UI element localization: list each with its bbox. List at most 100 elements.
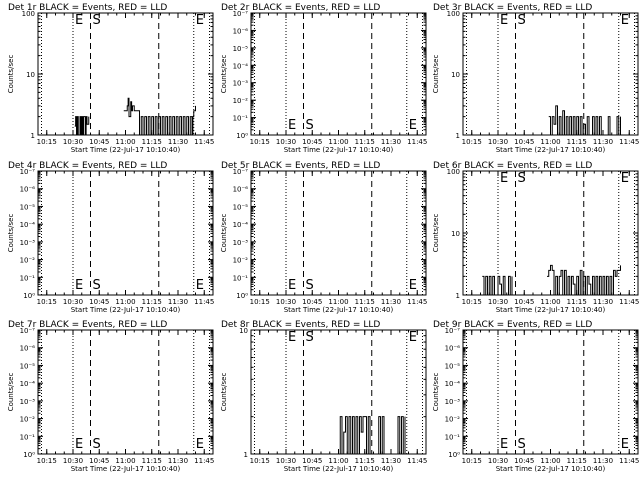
y-tick-label: 1	[244, 451, 248, 459]
y-tick-label: 10⁰	[23, 292, 35, 300]
event-marker: E	[409, 330, 417, 345]
panel-5: Det 5r BLACK = Events, RED = LLD Counts/s…	[220, 161, 427, 314]
x-axis-label: Start Time (22-Jul-17 10:10:40)	[284, 465, 394, 473]
panel-7: Det 7r BLACK = Events, RED = LLD Counts/s…	[7, 320, 214, 473]
x-tick-label: 11:45	[194, 298, 214, 306]
y-axis-label: Counts/sec	[220, 214, 228, 253]
y-axis-label: Counts/sec	[7, 214, 15, 253]
x-tick-label: 10:15	[462, 138, 482, 146]
y-tick-label: 10⁻⁶	[445, 345, 461, 353]
panel-title: Det 3r BLACK = Events, RED = LLD	[433, 3, 592, 13]
panel-1: Det 1r BLACK = Events, RED = LLD Counts/s…	[7, 3, 214, 154]
x-tick-label: 11:30	[593, 298, 613, 306]
plot-frame	[37, 170, 214, 296]
panel-title: Det 8r BLACK = Events, RED = LLD	[221, 320, 380, 330]
x-tick-label: 11:45	[619, 457, 639, 465]
event-marker: S	[306, 330, 314, 345]
x-tick-label: 11:30	[593, 138, 613, 146]
panel-8: Det 8r BLACK = Events, RED = LLD Counts/s…	[220, 320, 427, 473]
panel-title: Det 4r BLACK = Events, RED = LLD	[8, 161, 167, 171]
event-marker: E	[196, 437, 204, 452]
x-tick-label: 10:45	[514, 138, 534, 146]
x-tick-label: 11:30	[381, 138, 401, 146]
y-tick-label: 10⁻⁴	[233, 221, 249, 229]
x-tick-label: 11:00	[328, 457, 348, 465]
series-line	[74, 116, 90, 136]
x-tick-label: 11:30	[381, 457, 401, 465]
y-tick-label: 10⁻¹	[233, 115, 249, 123]
x-tick-label: 11:45	[194, 457, 214, 465]
x-tick-label: 11:45	[407, 457, 427, 465]
y-tick-label: 10⁻⁴	[233, 62, 249, 70]
x-tick-label: 10:30	[276, 298, 296, 306]
y-tick-label: 100	[447, 10, 460, 18]
x-axis-label: Start Time (22-Jul-17 10:10:40)	[71, 465, 181, 473]
event-marker: E	[500, 13, 508, 28]
x-axis-label: Start Time (22-Jul-17 10:10:40)	[496, 146, 606, 154]
event-marker: E	[621, 13, 629, 28]
x-tick-label: 10:15	[250, 138, 270, 146]
y-tick-label: 10⁻⁵	[233, 203, 249, 211]
event-marker: E	[621, 171, 629, 186]
plot-frame	[250, 12, 427, 136]
x-tick-label: 11:00	[540, 138, 560, 146]
y-tick-label: 10⁻⁴	[20, 221, 36, 229]
panel-title: Det 1r BLACK = Events, RED = LLD	[8, 3, 167, 13]
panel-title: Det 9r BLACK = Events, RED = LLD	[433, 320, 592, 330]
y-tick-label: 10⁻⁶	[20, 186, 36, 194]
x-tick-label: 10:30	[63, 138, 83, 146]
y-tick-label: 10⁻²	[233, 257, 249, 265]
y-tick-label: 10⁻¹	[20, 433, 36, 441]
y-tick-label: 10⁻⁵	[20, 362, 36, 370]
panel-2: Det 2r BLACK = Events, RED = LLD Counts/s…	[220, 3, 427, 154]
y-tick-label: 10	[239, 327, 248, 335]
y-axis-label: Counts/sec	[7, 373, 15, 412]
x-axis-label: Start Time (22-Jul-17 10:10:40)	[284, 306, 394, 314]
y-tick-label: 10⁻⁵	[445, 362, 461, 370]
y-tick-label: 10⁰	[236, 292, 248, 300]
x-tick-label: 11:30	[168, 138, 188, 146]
y-tick-label: 10⁻²	[233, 97, 249, 105]
event-marker: E	[75, 278, 83, 293]
plot-frame	[250, 170, 427, 296]
x-tick-label: 10:15	[250, 298, 270, 306]
x-axis-label: Start Time (22-Jul-17 10:10:40)	[284, 146, 394, 154]
x-tick-label: 10:15	[37, 457, 57, 465]
y-tick-label: 10⁻⁶	[233, 186, 249, 194]
x-tick-label: 11:45	[619, 138, 639, 146]
event-marker: S	[518, 13, 526, 28]
y-tick-label: 10⁻¹	[20, 274, 36, 282]
x-tick-label: 10:15	[37, 298, 57, 306]
event-marker: S	[93, 278, 101, 293]
y-tick-label: 10⁻²	[445, 416, 461, 424]
y-tick-label: 1	[456, 292, 460, 300]
x-tick-label: 10:45	[89, 298, 109, 306]
event-marker: E	[196, 13, 204, 28]
x-tick-label: 10:30	[63, 457, 83, 465]
y-axis-label: Counts/sec	[220, 55, 228, 94]
x-axis-label: Start Time (22-Jul-17 10:10:40)	[496, 306, 606, 314]
panel-title: Det 2r BLACK = Events, RED = LLD	[221, 3, 380, 13]
x-tick-label: 10:45	[302, 457, 322, 465]
y-tick-label: 10⁰	[236, 132, 248, 140]
x-tick-label: 10:15	[250, 457, 270, 465]
x-tick-label: 10:45	[302, 138, 322, 146]
panel-6: Det 6r BLACK = Events, RED = LLD Counts/s…	[432, 161, 639, 314]
y-tick-label: 10⁻³	[445, 398, 461, 406]
event-marker: S	[93, 13, 101, 28]
y-tick-label: 10⁻⁴	[20, 380, 36, 388]
plot-frame	[37, 329, 214, 455]
event-marker: E	[288, 278, 296, 293]
y-axis-label: Counts/sec	[7, 55, 15, 94]
x-tick-label: 11:30	[381, 298, 401, 306]
x-tick-label: 10:15	[37, 138, 57, 146]
x-tick-label: 11:15	[142, 457, 162, 465]
y-tick-label: 1	[31, 132, 35, 140]
series-line	[123, 97, 196, 136]
y-tick-label: 10⁻³	[233, 80, 249, 88]
event-marker: E	[288, 330, 296, 345]
y-tick-label: 100	[22, 10, 35, 18]
y-tick-label: 10⁰	[448, 451, 460, 459]
x-axis-label: Start Time (22-Jul-17 10:10:40)	[71, 306, 181, 314]
panel-4: Det 4r BLACK = Events, RED = LLD Counts/s…	[7, 161, 214, 314]
